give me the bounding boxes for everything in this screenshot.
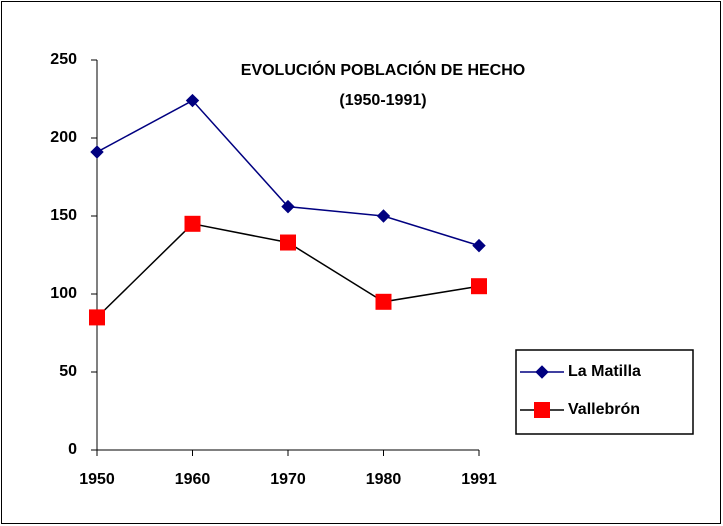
data-point <box>280 234 296 251</box>
data-point <box>281 199 295 214</box>
data-point <box>184 215 201 232</box>
x-tick-label: 1991 <box>461 471 497 488</box>
x-tick-label: 1950 <box>79 471 115 488</box>
y-tick-label: 0 <box>68 441 77 458</box>
data-point <box>376 209 391 223</box>
legend-box <box>515 349 694 435</box>
y-tick-label: 50 <box>59 363 77 380</box>
legend-label: Vallebrón <box>568 401 640 418</box>
data-point <box>90 145 104 159</box>
chart-subtitle: (1950-1991) <box>339 92 426 109</box>
y-tick-label: 200 <box>50 129 77 146</box>
data-point <box>375 293 392 310</box>
data-point <box>472 238 486 253</box>
y-tick-label: 100 <box>50 285 77 302</box>
legend-label: La Matilla <box>568 363 641 380</box>
y-tick-label: 250 <box>50 51 77 68</box>
legend-marker <box>535 365 549 379</box>
x-tick-label: 1980 <box>366 471 402 488</box>
y-tick-label: 150 <box>50 207 77 224</box>
data-point <box>471 278 487 295</box>
chart-title: EVOLUCIÓN POBLACIÓN DE HECHO <box>241 60 525 79</box>
data-point <box>185 93 200 108</box>
x-tick-label: 1960 <box>175 471 211 488</box>
x-tick-label: 1970 <box>270 471 306 488</box>
data-point <box>89 309 105 326</box>
legend-marker <box>534 402 550 418</box>
